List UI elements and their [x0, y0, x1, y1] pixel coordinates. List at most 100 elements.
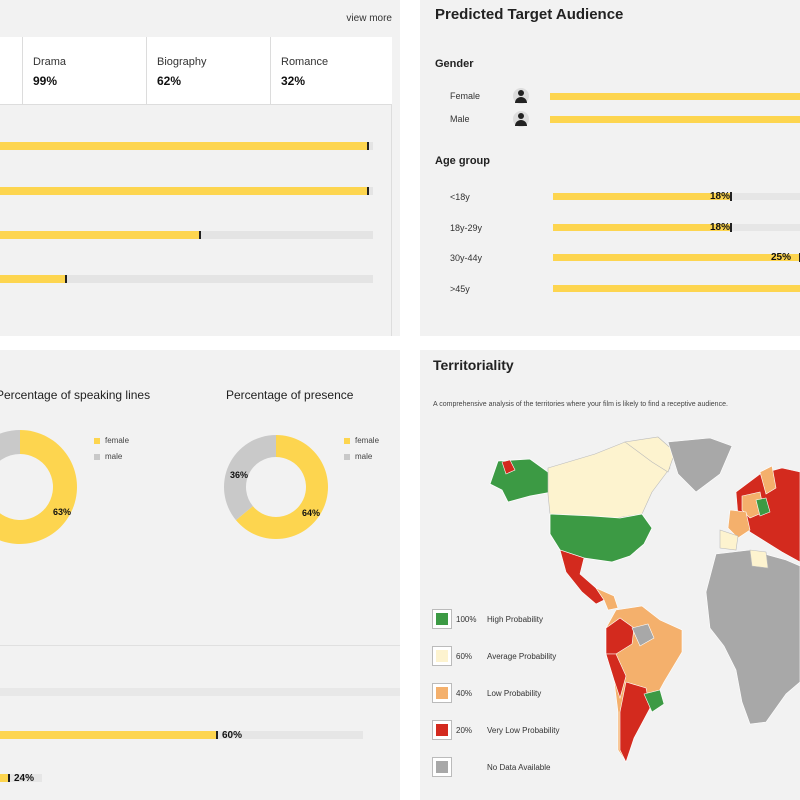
gender-heading: Gender: [435, 58, 474, 70]
divider: [0, 645, 400, 646]
legend-pct: 20%: [456, 726, 473, 735]
map-region-greenland[interactable]: [667, 437, 733, 493]
genre-bar: [0, 231, 373, 239]
genre-romance: Romance 32%: [270, 37, 393, 104]
legend-label: No Data Available: [487, 763, 551, 772]
legend-swatch: [432, 720, 452, 740]
age-bar: [553, 192, 800, 201]
view-more-link[interactable]: view more: [346, 13, 392, 24]
age-bar: [553, 285, 800, 292]
panel-description: A comprehensive analysis of the territor…: [433, 401, 728, 408]
age-bar-fill: [553, 224, 731, 231]
legend-swatch-color: [436, 650, 448, 662]
age-bar-fill: [553, 193, 731, 200]
genre-bar: [0, 142, 373, 150]
age-bar-marker: [729, 223, 732, 232]
map-region-siberia-tip[interactable]: [501, 459, 516, 475]
gender-bar: [550, 116, 800, 123]
legend-pct: 100%: [456, 615, 477, 624]
map-region-arctic-islands[interactable]: [624, 436, 676, 473]
presence-female-pct: 64%: [302, 508, 321, 518]
age-value: 18%: [710, 191, 731, 202]
map-region-germany[interactable]: [741, 491, 765, 519]
map-region-guianas[interactable]: [631, 623, 655, 647]
legend-label: High Probability: [487, 615, 544, 624]
legend-label: Low Probability: [487, 689, 542, 698]
age-bar: [553, 223, 800, 232]
map-region-austria[interactable]: [755, 497, 771, 517]
map-region-peru[interactable]: [605, 653, 627, 700]
map-region-central-america[interactable]: [595, 587, 619, 611]
map-region-argentina[interactable]: [619, 681, 651, 763]
genre-biography: Biography 62%: [146, 37, 271, 104]
map-region-africa[interactable]: [705, 549, 800, 725]
map-region-paraguay[interactable]: [643, 689, 665, 713]
legend-male-swatch: [94, 454, 100, 460]
presence-male-slice: [224, 435, 276, 521]
speaking-female-pct: 63%: [53, 507, 72, 517]
presence-bar-fill: [0, 731, 218, 739]
panel-title: Predicted Target Audience: [435, 6, 624, 23]
speaking-donut: [0, 430, 77, 544]
age-bar-fill: [553, 254, 800, 261]
legend-pct: 60%: [456, 652, 473, 661]
genre-bar-fill: [0, 231, 202, 239]
presence-title: Percentage of presence: [226, 388, 354, 402]
legend-swatch-color: [436, 724, 448, 736]
gender-bar-fill: [550, 116, 800, 123]
female-avatar-icon: [513, 88, 529, 104]
map-region-usa[interactable]: [549, 513, 653, 563]
age-bar: [553, 253, 800, 262]
legend-swatch-color: [436, 687, 448, 699]
map-region-canada[interactable]: [547, 441, 671, 519]
speaking-male-slice: [0, 430, 20, 461]
legend-male-swatch: [344, 454, 350, 460]
presence-bar-value: 24%: [14, 773, 35, 784]
age-label: <18y: [450, 192, 470, 202]
map-region-spain[interactable]: [719, 529, 739, 551]
presence-female-slice: [235, 435, 328, 539]
map-region-scandinavia[interactable]: [759, 465, 777, 495]
speaking-title: Percentage of speaking lines: [0, 388, 151, 402]
genre-value: 99%: [33, 74, 58, 88]
genre-name: Drama: [33, 56, 67, 68]
panel-title: Territoriality: [433, 357, 514, 373]
legend-label: Average Probability: [487, 652, 557, 661]
empty-bar: [0, 688, 400, 696]
presence-male-pct: 36%: [230, 470, 249, 480]
presence-panel: Percentage of speaking lines Percentage …: [0, 350, 400, 800]
genre-name: Romance: [281, 56, 329, 68]
gender-label: Male: [450, 114, 470, 124]
presence-bar: [0, 774, 42, 782]
legend-swatch: [432, 646, 452, 666]
genre-bar: [0, 187, 373, 195]
map-region-france[interactable]: [727, 509, 751, 539]
legend-male-label: male: [105, 452, 123, 461]
legend-swatch: [432, 609, 452, 629]
legend-swatch-color: [436, 613, 448, 625]
legend-female-swatch: [344, 438, 350, 444]
age-label: >45y: [450, 284, 470, 294]
age-bar-fill: [553, 285, 800, 292]
genre-bar-fill: [0, 275, 68, 283]
genre-bar-fill: [0, 187, 370, 195]
age-bar-marker: [729, 192, 732, 201]
genre-value: 62%: [157, 74, 182, 88]
legend-swatch-color: [436, 761, 448, 773]
speaking-female-slice: [0, 430, 77, 544]
presence-bar: [0, 731, 363, 739]
divider: [391, 104, 392, 336]
genre-name: Biography: [157, 56, 207, 68]
gender-label: Female: [450, 91, 481, 101]
age-heading: Age group: [435, 155, 490, 167]
age-label: 18y-29y: [450, 223, 483, 233]
legend-swatch: [432, 683, 452, 703]
map-region-alaska[interactable]: [489, 458, 553, 503]
genre-drama: Drama 99%: [22, 37, 147, 104]
presence-bar-fill: [0, 774, 11, 782]
legend-male-label: male: [355, 452, 373, 461]
legend-pct: 40%: [456, 689, 473, 698]
genre-bar-fill: [0, 142, 370, 150]
world-map[interactable]: [420, 432, 800, 800]
map-region-north-africa[interactable]: [749, 549, 769, 569]
